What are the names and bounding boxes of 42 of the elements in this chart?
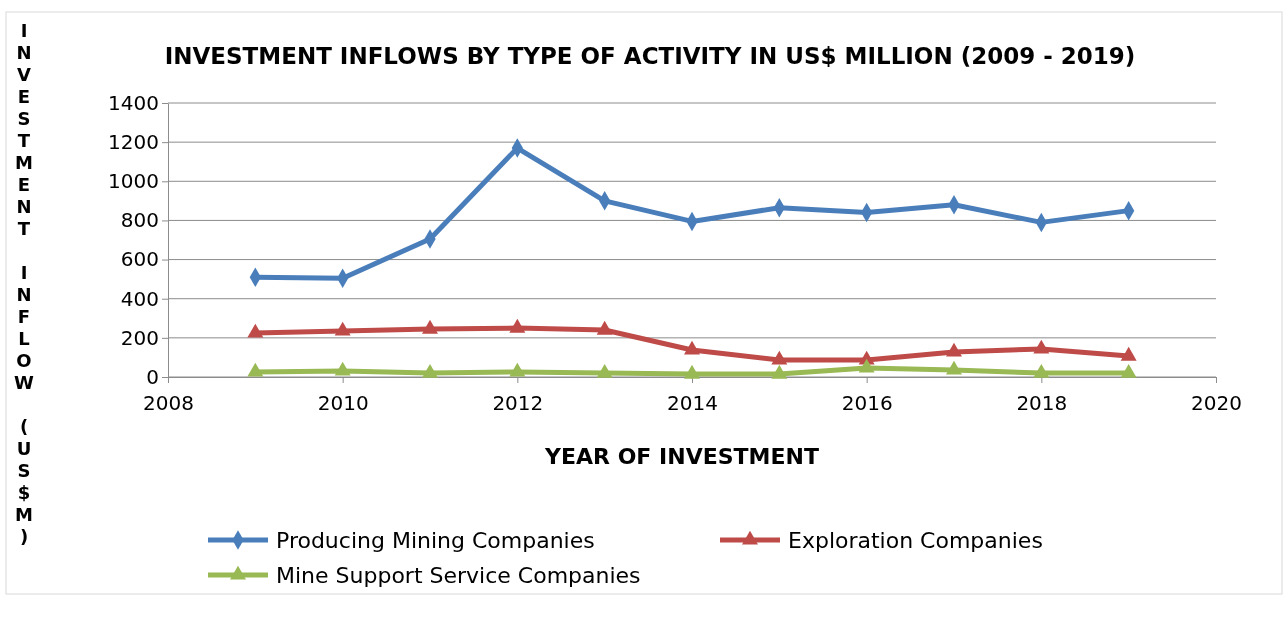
point: [422, 319, 438, 334]
chart-title: INVESTMENT INFLOWS BY TYPE OF ACTIVITY IN US$ MILLION (2009 - 2019): [164, 43, 1136, 69]
y-tick-label: 600: [120, 247, 159, 272]
point: [684, 364, 700, 379]
x-tick-label: 2016: [841, 391, 893, 415]
y-tick-label: 400: [120, 286, 159, 311]
point: [1120, 363, 1137, 378]
point: [247, 362, 264, 377]
y-axis-title: INVESTMENT INFLOW (US$M): [13, 20, 35, 548]
point: [1120, 346, 1137, 361]
point: [247, 323, 264, 338]
legend-label: Mine Support Service Companies: [276, 563, 641, 588]
x-tick-label: 2020: [1191, 391, 1242, 415]
point: [422, 363, 438, 378]
y-tick-label: 200: [120, 325, 159, 350]
x-tick-label: 2012: [492, 391, 544, 415]
point: [858, 358, 875, 373]
x-tick-label: 2008: [143, 391, 194, 415]
point: [1033, 339, 1050, 354]
point: [771, 364, 788, 379]
point: [1033, 363, 1050, 378]
x-tick-label: 2014: [667, 391, 718, 415]
y-tick-label: 1000: [108, 169, 159, 194]
point: [334, 361, 351, 376]
point: [596, 363, 613, 378]
point: [509, 362, 526, 377]
point: [946, 342, 962, 357]
x-tick-label: 2010: [317, 391, 369, 415]
x-axis-title: YEAR OF INVESTMENT: [544, 444, 819, 469]
y-tick-label: 1200: [108, 130, 159, 155]
legend-label: Producing Mining Companies: [276, 528, 595, 553]
y-tick-label: 0: [146, 364, 159, 389]
point: [334, 321, 351, 336]
y-tick-label: 800: [120, 208, 159, 233]
y-tick-label: 1400: [108, 90, 159, 115]
point: [684, 340, 700, 355]
point: [771, 350, 788, 365]
point: [509, 318, 526, 333]
x-tick-label: 2018: [1016, 391, 1068, 415]
point: [946, 360, 962, 375]
point: [596, 320, 613, 335]
legend-label: Exploration Companies: [788, 528, 1043, 553]
